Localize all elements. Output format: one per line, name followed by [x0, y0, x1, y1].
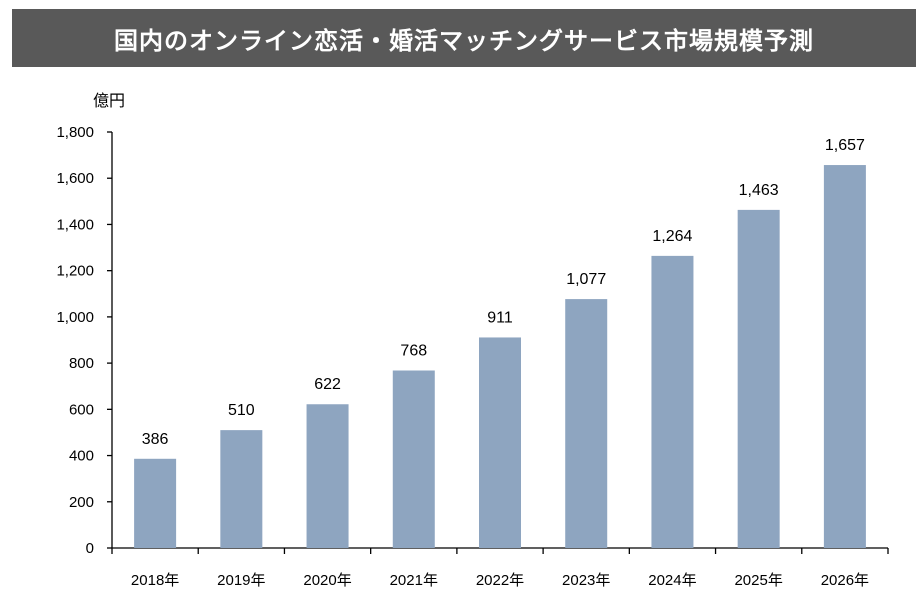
bar-2025年	[737, 209, 780, 548]
y-tick-label: 600	[69, 401, 94, 418]
y-tick-label: 800	[69, 355, 94, 372]
y-tick-label: 1,400	[56, 216, 94, 233]
bar-2022年	[479, 337, 521, 548]
data-label: 386	[142, 431, 169, 448]
y-tick-label: 1,600	[56, 170, 94, 187]
data-label: 510	[228, 402, 255, 419]
bar-2023年	[565, 299, 608, 548]
x-tick-label: 2023年	[562, 572, 610, 589]
y-tick-label: 400	[69, 448, 94, 465]
bar-2024年	[651, 255, 694, 548]
x-axis: 2018年 2019年 2020年 2021年 2022年 2023年 2024年 2025年…	[111, 547, 889, 589]
bar-2019年	[220, 430, 263, 548]
data-label: 1,077	[566, 271, 606, 288]
x-tick-label: 2024年	[648, 572, 696, 589]
data-label: 622	[314, 376, 341, 393]
data-label: 1,264	[652, 228, 692, 245]
bars-group	[134, 165, 866, 548]
y-tick-label: 1,000	[56, 309, 94, 326]
y-tick-label: 1,800	[56, 124, 94, 141]
bar-2018年	[134, 458, 177, 548]
y-tick-label: 0	[86, 540, 94, 557]
x-tick-label: 2022年	[476, 572, 524, 589]
bar-2021年	[392, 370, 435, 548]
data-labels-group: 386 510 622 768 911 1,077 1,264 1,463 1,657	[142, 137, 865, 448]
x-tick-label: 2019年	[217, 572, 265, 589]
x-tick-label: 2026年	[821, 572, 869, 589]
x-tick-label: 2018年	[131, 572, 179, 589]
x-tick-label: 2025年	[734, 572, 782, 589]
x-tick-label: 2021年	[390, 572, 438, 589]
bar-2026年	[823, 165, 866, 548]
data-label: 1,463	[739, 182, 779, 199]
x-tick-label: 2020年	[303, 572, 351, 589]
y-tick-label: 200	[69, 494, 94, 511]
bar-2020年	[306, 404, 349, 548]
data-label: 1,657	[825, 137, 865, 154]
y-axis: 0 200 400 600 800 1,000 1,200 1,400 1,600 1,800	[56, 124, 113, 557]
data-label: 768	[400, 343, 427, 360]
y-axis-unit-label: 億円	[93, 91, 125, 110]
data-label: 911	[487, 309, 513, 326]
y-tick-label: 1,200	[56, 263, 94, 280]
chart-title: 国内のオンライン恋活・婚活マッチングサービス市場規模予測	[12, 9, 916, 67]
